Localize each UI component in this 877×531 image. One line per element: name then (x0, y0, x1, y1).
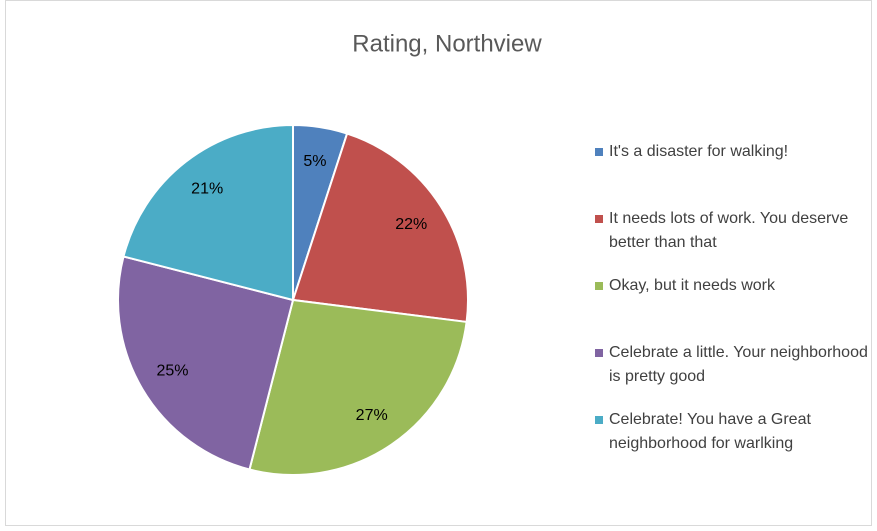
data-label: 27% (356, 407, 388, 424)
data-label: 22% (395, 216, 427, 233)
legend-label: Celebrate a little. Your neighborhood is… (609, 344, 868, 385)
data-label: 21% (191, 181, 223, 198)
pie-slice (291, 132, 469, 324)
legend-item: It needs lots of work. You deserve bette… (592, 207, 872, 274)
legend-item: It's a disaster for walking! (592, 140, 872, 207)
data-label: 5% (303, 153, 326, 170)
legend-swatch (595, 282, 603, 290)
legend-item: Okay, but it needs work (592, 274, 872, 341)
pie-slice (117, 255, 295, 471)
data-label: 25% (156, 362, 188, 379)
legend-swatch (595, 416, 603, 424)
legend-swatch (595, 349, 603, 357)
legend-label: Celebrate! You have a Great neighborhood… (609, 411, 811, 452)
legend-label: Okay, but it needs work (609, 277, 775, 294)
legend-label: It needs lots of work. You deserve bette… (609, 210, 849, 251)
legend-swatch (595, 215, 603, 223)
legend-swatch (595, 148, 603, 156)
legend-item: Celebrate! You have a Great neighborhood… (592, 408, 872, 475)
pie-slice (248, 298, 468, 476)
chart-title: Rating, Northview (352, 30, 542, 57)
legend-item: Celebrate a little. Your neighborhood is… (592, 341, 872, 408)
pie-slice (122, 123, 294, 302)
legend-label: It's a disaster for walking! (609, 143, 789, 160)
legend: It's a disaster for walking! It needs lot… (592, 140, 872, 475)
